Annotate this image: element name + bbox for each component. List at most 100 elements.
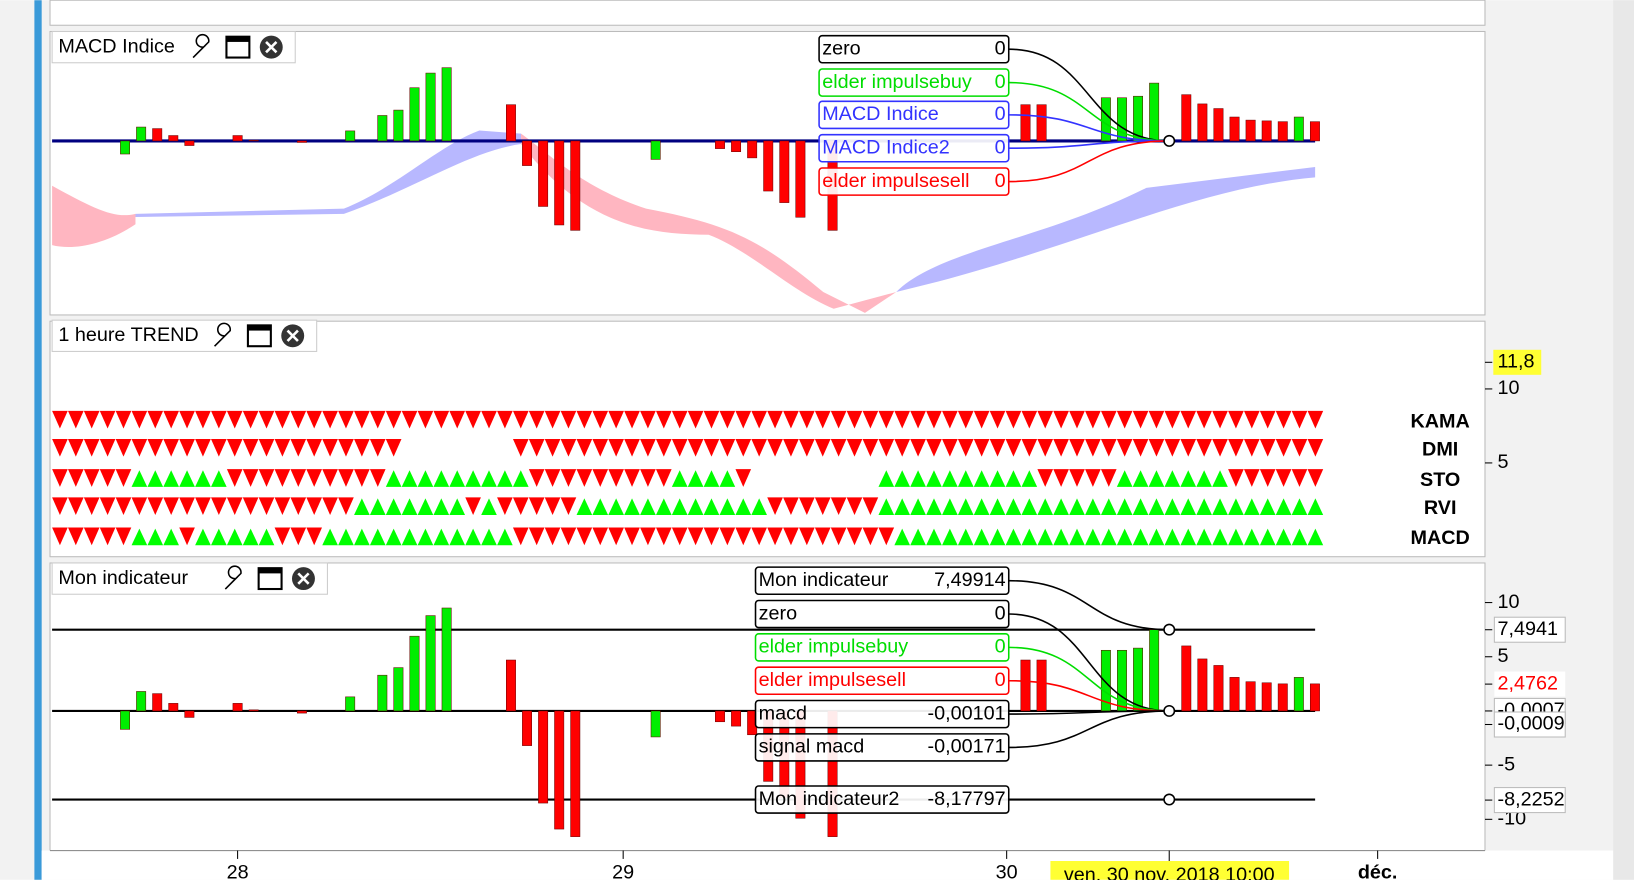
trend-triangle [640, 438, 656, 457]
trend-triangle [1085, 528, 1101, 546]
trend-triangle [52, 497, 68, 516]
trend-triangle [369, 438, 386, 457]
legend-box [754, 785, 1010, 814]
trend-triangle [1275, 498, 1292, 516]
trend-triangle [957, 410, 974, 429]
trend-triangle [1228, 528, 1244, 546]
trend-triangle [385, 498, 402, 516]
trend-triangle [1180, 470, 1197, 487]
trend-triangle [1116, 498, 1133, 516]
histogram-bar [1117, 97, 1127, 142]
trend-triangle [1275, 469, 1292, 487]
y-tick-label: 5 [1497, 451, 1508, 473]
trend-triangle [1037, 469, 1054, 487]
trend-triangle [926, 410, 942, 429]
histogram-bar [409, 87, 420, 142]
panel-title: 1 heure TREND [58, 324, 198, 346]
trend-triangle [703, 410, 720, 429]
trend-triangle [1148, 498, 1165, 516]
trend-triangle [687, 470, 704, 487]
x-axis-area [41, 850, 1614, 880]
trend-triangle [1053, 469, 1069, 487]
histogram-bar [1277, 683, 1288, 712]
trend-triangle [274, 438, 291, 457]
trend-triangle [942, 528, 958, 546]
trend-triangle [814, 410, 831, 429]
close-cross [297, 572, 310, 585]
trend-triangle [1116, 470, 1133, 487]
histogram-bar [506, 104, 516, 142]
legend-value: 0 [995, 37, 1006, 59]
trend-triangle [1307, 498, 1324, 516]
trend-triangle [989, 438, 1006, 457]
legend-value: -8,17797 [928, 788, 1006, 810]
trend-triangle [354, 438, 370, 457]
trend-triangle [322, 438, 338, 457]
trend-triangle [1148, 410, 1165, 429]
legend-connector [1008, 140, 1170, 149]
trend-triangle [719, 470, 736, 487]
trend-triangle [528, 469, 545, 487]
trend-triangle [211, 497, 227, 516]
histogram-bar [1229, 116, 1240, 142]
trend-triangle [624, 438, 640, 457]
band-blue [135, 130, 522, 217]
trend-triangle [640, 498, 656, 516]
trend-triangle [242, 528, 259, 546]
trend-triangle [1180, 498, 1197, 516]
histogram-bar [1133, 647, 1144, 712]
trend-triangle [195, 410, 211, 429]
scrollbar[interactable] [1613, 0, 1634, 880]
trend-label: KAMA [1410, 411, 1469, 433]
trend-triangle [1164, 470, 1181, 487]
trend-triangle [687, 498, 704, 516]
legend-value: -0,00171 [928, 736, 1006, 758]
trend-triangle [163, 470, 179, 487]
settings-icon[interactable] [214, 322, 231, 347]
trend-triangle [735, 469, 752, 487]
histogram-bar [441, 67, 452, 142]
trend-triangle [1307, 438, 1324, 457]
trend-triangle [465, 470, 481, 487]
trend-triangle [830, 527, 847, 546]
trend-triangle [67, 469, 84, 487]
trend-triangle [417, 498, 434, 516]
legend-box [754, 666, 1010, 696]
trend-triangle [1085, 438, 1101, 457]
panel-header [51, 30, 296, 64]
histogram-bar [522, 710, 532, 746]
histogram-bar [1293, 677, 1304, 712]
trend-triangle [481, 470, 497, 487]
trend-triangle [1307, 528, 1324, 546]
trend-triangle [1005, 470, 1022, 487]
trend-triangle [576, 438, 593, 457]
legend-value: 0 [995, 636, 1006, 658]
legend-name: signal macd [759, 736, 865, 758]
trend-triangle [1085, 410, 1101, 429]
trend-triangle [1116, 528, 1133, 546]
trend-triangle [83, 497, 100, 516]
trend-triangle [369, 498, 386, 516]
legend-value: 0 [995, 136, 1006, 158]
close-cross [286, 329, 299, 342]
trend-triangle [433, 498, 450, 516]
trend-triangle [719, 527, 736, 546]
settings-icon[interactable] [224, 565, 242, 590]
trend-triangle [1212, 470, 1228, 487]
trend-triangle [147, 528, 164, 546]
trend-triangle [290, 497, 307, 516]
histogram-bar [393, 109, 404, 142]
trend-triangle [862, 527, 879, 546]
marker-label: 11,8 [1497, 351, 1534, 373]
trend-triangle [1116, 438, 1133, 457]
settings-icon[interactable] [192, 33, 210, 59]
legend-box [818, 100, 1010, 130]
value-label: 2,4762 [1497, 672, 1558, 694]
trend-triangle [1148, 438, 1165, 457]
trend-triangle [687, 527, 704, 546]
legend-name: MACD Indice2 [822, 136, 950, 158]
legend-box [818, 133, 1010, 163]
trend-triangle [655, 469, 672, 487]
trend-triangle [1259, 498, 1276, 516]
